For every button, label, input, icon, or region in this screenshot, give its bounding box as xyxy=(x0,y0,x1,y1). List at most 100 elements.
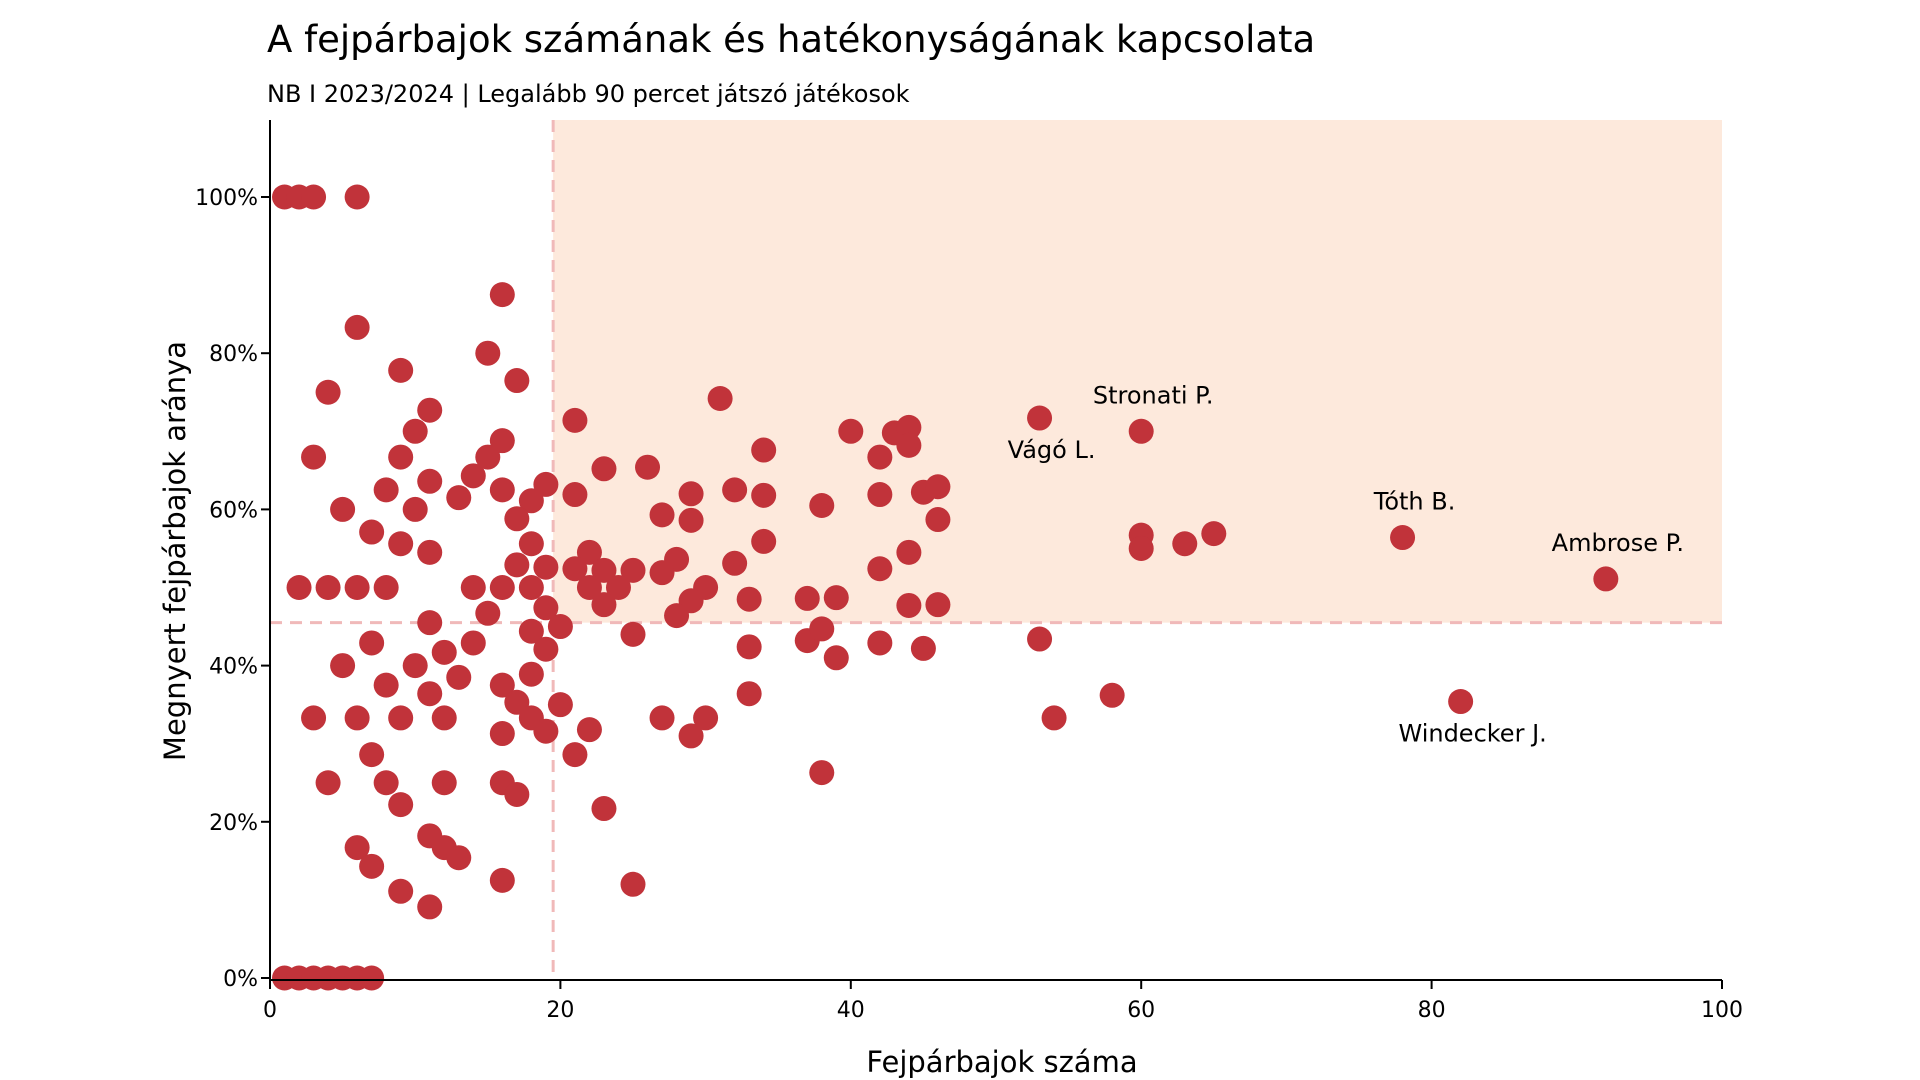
x-tick-label: 0 xyxy=(263,998,277,1023)
data-point xyxy=(1593,566,1619,592)
data-point xyxy=(417,894,443,920)
data-point xyxy=(736,586,762,612)
data-point xyxy=(562,482,588,508)
data-point xyxy=(504,552,530,578)
data-point xyxy=(417,397,443,423)
data-point xyxy=(330,496,356,522)
data-point xyxy=(402,653,428,679)
data-point xyxy=(286,575,312,600)
data-point xyxy=(388,792,414,818)
data-point xyxy=(547,614,573,640)
data-point xyxy=(547,692,573,718)
data-point xyxy=(518,488,544,514)
data-point xyxy=(809,760,835,786)
data-point xyxy=(533,554,559,580)
x-tick-label: 100 xyxy=(1701,998,1743,1023)
point-annotation: Windecker J. xyxy=(1398,720,1546,748)
y-tick-label: 100% xyxy=(195,186,258,211)
data-point xyxy=(736,681,762,707)
y-tick-label: 60% xyxy=(209,498,258,523)
data-point xyxy=(431,705,457,731)
data-point xyxy=(620,557,646,583)
data-point xyxy=(576,539,602,565)
data-point xyxy=(1027,626,1053,652)
data-point xyxy=(794,585,820,611)
point-annotation: Tóth B. xyxy=(1373,488,1456,516)
data-point xyxy=(562,407,588,433)
data-point xyxy=(576,717,602,743)
data-point xyxy=(489,672,515,698)
data-point xyxy=(1128,418,1154,444)
data-point xyxy=(301,705,327,731)
y-tick-label: 80% xyxy=(209,342,258,367)
data-point xyxy=(1128,535,1154,561)
data-point xyxy=(910,635,936,661)
background-layer xyxy=(270,120,1722,980)
data-point xyxy=(751,437,777,463)
data-point xyxy=(518,618,544,644)
data-point xyxy=(475,444,501,470)
data-point xyxy=(388,357,414,383)
data-point xyxy=(649,705,675,731)
y-tick-label: 40% xyxy=(209,655,258,680)
data-point xyxy=(373,672,399,698)
data-point xyxy=(896,432,922,458)
data-point xyxy=(925,474,951,500)
data-point xyxy=(707,385,733,411)
data-point xyxy=(518,531,544,557)
x-tick-label: 20 xyxy=(546,998,574,1023)
x-tick-label: 80 xyxy=(1418,998,1446,1023)
data-point xyxy=(722,550,748,576)
point-annotation: Vágó L. xyxy=(1008,436,1096,464)
data-point xyxy=(446,485,472,511)
data-point xyxy=(315,575,341,600)
data-point xyxy=(417,468,443,494)
data-point xyxy=(649,502,675,528)
data-point xyxy=(751,482,777,508)
data-point xyxy=(359,853,385,879)
data-point xyxy=(809,616,835,642)
points-layer xyxy=(272,184,1619,991)
data-point xyxy=(722,477,748,503)
data-point xyxy=(678,507,704,533)
data-point xyxy=(591,456,617,482)
data-point xyxy=(417,610,443,636)
data-point xyxy=(504,506,530,532)
data-point xyxy=(751,528,777,554)
data-point xyxy=(301,444,327,470)
data-point xyxy=(504,781,530,807)
data-point xyxy=(489,428,515,454)
data-point xyxy=(489,575,515,600)
data-point xyxy=(809,492,835,518)
data-point xyxy=(896,592,922,618)
data-point xyxy=(460,630,486,656)
data-point xyxy=(417,539,443,565)
data-point xyxy=(620,621,646,647)
data-point xyxy=(475,600,501,626)
data-point xyxy=(896,539,922,565)
data-point xyxy=(1448,689,1474,715)
data-point xyxy=(896,414,922,440)
data-point xyxy=(838,418,864,444)
data-point xyxy=(489,867,515,893)
data-point xyxy=(388,878,414,904)
data-point xyxy=(388,531,414,557)
data-point xyxy=(344,835,370,861)
data-point xyxy=(344,184,370,210)
data-point xyxy=(664,603,690,629)
data-point xyxy=(693,705,719,731)
data-point xyxy=(344,575,370,600)
label-layer: Stronati P. Vágó L. Tóth B. Ambrose P. Winde… xyxy=(1008,381,1684,747)
data-point xyxy=(823,585,849,611)
y-tick-label: 0% xyxy=(223,967,258,992)
x-tick-label: 40 xyxy=(837,998,865,1023)
data-point xyxy=(867,444,893,470)
data-point xyxy=(1099,682,1125,708)
data-point xyxy=(402,496,428,522)
data-point xyxy=(635,454,661,480)
data-point xyxy=(446,664,472,690)
data-point xyxy=(344,314,370,340)
x-tick-label: 60 xyxy=(1127,998,1155,1023)
data-point xyxy=(475,340,501,366)
